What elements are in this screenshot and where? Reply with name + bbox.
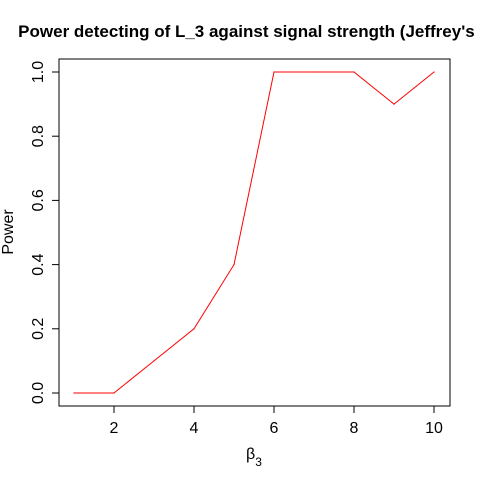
y-axis-title: Power [0, 209, 17, 255]
data-point [193, 328, 194, 329]
x-tick-label: 2 [110, 420, 119, 437]
y-tick-label: 0.0 [30, 382, 47, 404]
data-point [73, 392, 74, 393]
chart-title: Power detecting of L_3 against signal st… [18, 22, 480, 41]
y-tick-label: 0.8 [30, 125, 47, 147]
x-axis-title-base: β [246, 446, 255, 463]
x-tick-label: 8 [350, 420, 359, 437]
data-point [273, 71, 274, 72]
x-tick-label: 10 [425, 420, 443, 437]
data-point [313, 71, 314, 72]
y-tick-label: 0.6 [30, 189, 47, 211]
y-tick-label: 0.4 [30, 253, 47, 275]
y-tick-label: 0.2 [30, 318, 47, 340]
data-point [433, 71, 434, 72]
x-tick-label: 6 [270, 420, 279, 437]
data-point [353, 71, 354, 72]
data-point [153, 360, 154, 361]
x-axis-title-subscript: 3 [255, 455, 262, 469]
data-point [233, 264, 234, 265]
y-tick-label: 1.0 [30, 61, 47, 83]
data-point [393, 104, 394, 105]
x-tick-label: 4 [190, 420, 199, 437]
data-point [113, 392, 114, 393]
